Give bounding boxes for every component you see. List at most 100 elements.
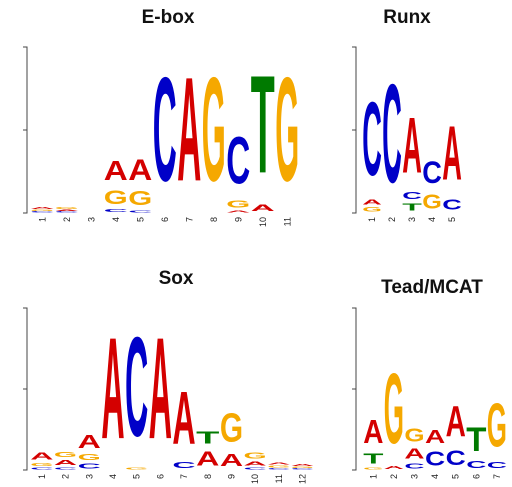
position-label: 2 [389,474,399,479]
logo-letter-a: A [128,153,152,187]
logo-sox: CGA1CAG2CGA3A4GC5A6CA7AT8AG9CAG10CGA11CG… [23,307,314,484]
logo-letter-g: G [55,206,79,209]
logo-letter-g: G [363,467,383,470]
logo-letter-c: C [425,448,445,470]
logo-letter-a: A [55,210,79,212]
logo-letter-a: A [384,465,404,470]
logo-letter-g: G [404,424,424,446]
logo-letter-c: C [442,196,462,213]
logo-letter-t: T [363,451,384,467]
logo-letter-g: G [78,452,101,462]
logo-letter-c: C [267,468,290,470]
logo-letter-a: A [101,308,124,470]
logo-letter-c: C [128,210,152,213]
position-label: 8 [203,474,213,479]
logo-letter-g: G [128,186,152,210]
position-label: 12 [298,474,308,484]
logo-letter-g: G [422,190,442,213]
logo-letter-a: A [446,397,466,446]
position-label: 3 [410,474,420,479]
panel-title-runx: Runx [383,7,431,28]
logo-letter-g: G [384,354,404,465]
logo-letter-g: G [125,467,148,470]
logo-letter-c: C [402,190,422,202]
position-label: 6 [155,474,165,479]
logo-letter-c: C [291,468,314,470]
logo-letter-a: A [149,308,172,470]
logo-letter-g: G [202,46,226,212]
logo-letter-t: T [196,428,219,447]
position-label: 2 [61,474,71,479]
logo-letter-a: A [104,155,128,187]
logo-letter-a: A [220,451,243,470]
position-label: 11 [274,474,284,483]
logo-letter-c: C [382,56,402,213]
logo-letter-a: A [425,427,445,448]
logo-letter-a: A [402,103,422,190]
position-label: 3 [84,474,94,479]
position-label: 4 [427,217,437,222]
position-label: 6 [160,217,170,222]
position-label: 4 [111,217,121,222]
position-label: 10 [250,474,260,484]
position-label: 3 [407,217,417,222]
logo-letter-g: G [487,392,507,461]
position-label: 6 [471,474,481,479]
logo-letter-a: A [404,446,424,462]
logo-letter-c: C [30,467,53,470]
logo-letter-c: C [422,156,442,190]
logo-letter-g: G [362,206,382,213]
y-axis [352,46,357,214]
position-label: 2 [62,217,72,222]
logo-letter-a: A [244,460,268,467]
y-axis [23,307,28,471]
logo-letter-g: G [267,465,290,468]
logo-letter-g: G [30,462,53,467]
logo-letter-t: T [466,420,486,459]
panel-title-e-box: E-box [142,7,195,28]
position-label: 3 [86,217,96,222]
position-label: 11 [282,217,292,226]
logo-letter-t: T [402,202,422,214]
logo-letter-a: A [78,431,101,452]
panel-title-tead-mcat: Tead/MCAT [381,277,483,298]
logo-letter-a: A [267,462,290,465]
logo-letter-c: C [54,467,77,470]
y-axis [352,307,357,471]
logo-letter-a: A [442,111,462,196]
logo-letter-a: A [30,207,54,210]
logo-letter-a: A [363,413,383,451]
position-label: 5 [451,474,461,479]
position-label: 10 [258,217,268,227]
logo-letter-c: C [404,462,425,470]
position-label: 1 [37,217,47,222]
logo-letter-a: A [30,451,53,462]
position-label: 4 [430,474,440,479]
logo-letter-g: G [54,450,77,458]
logo-letter-g: G [291,467,314,469]
position-label: 2 [387,217,397,222]
logo-letter-c: C [446,446,466,470]
logo-letter-c: C [466,459,486,470]
position-label: 1 [37,474,47,479]
y-axis [23,46,28,214]
position-label: 1 [368,474,378,479]
panel-title-sox: Sox [159,268,194,289]
position-label: 4 [108,474,118,479]
logo-letter-c: C [30,211,54,213]
logo-letter-g: G [220,405,243,451]
logo-letter-c: C [153,47,177,213]
logo-letter-c: C [55,211,79,213]
position-label: 5 [135,217,145,222]
position-label: 7 [184,217,194,222]
position-label: 5 [132,474,142,479]
logo-letter-c: C [226,124,250,199]
logo-letter-c: C [172,460,195,470]
logo-letter-g: G [244,450,267,460]
